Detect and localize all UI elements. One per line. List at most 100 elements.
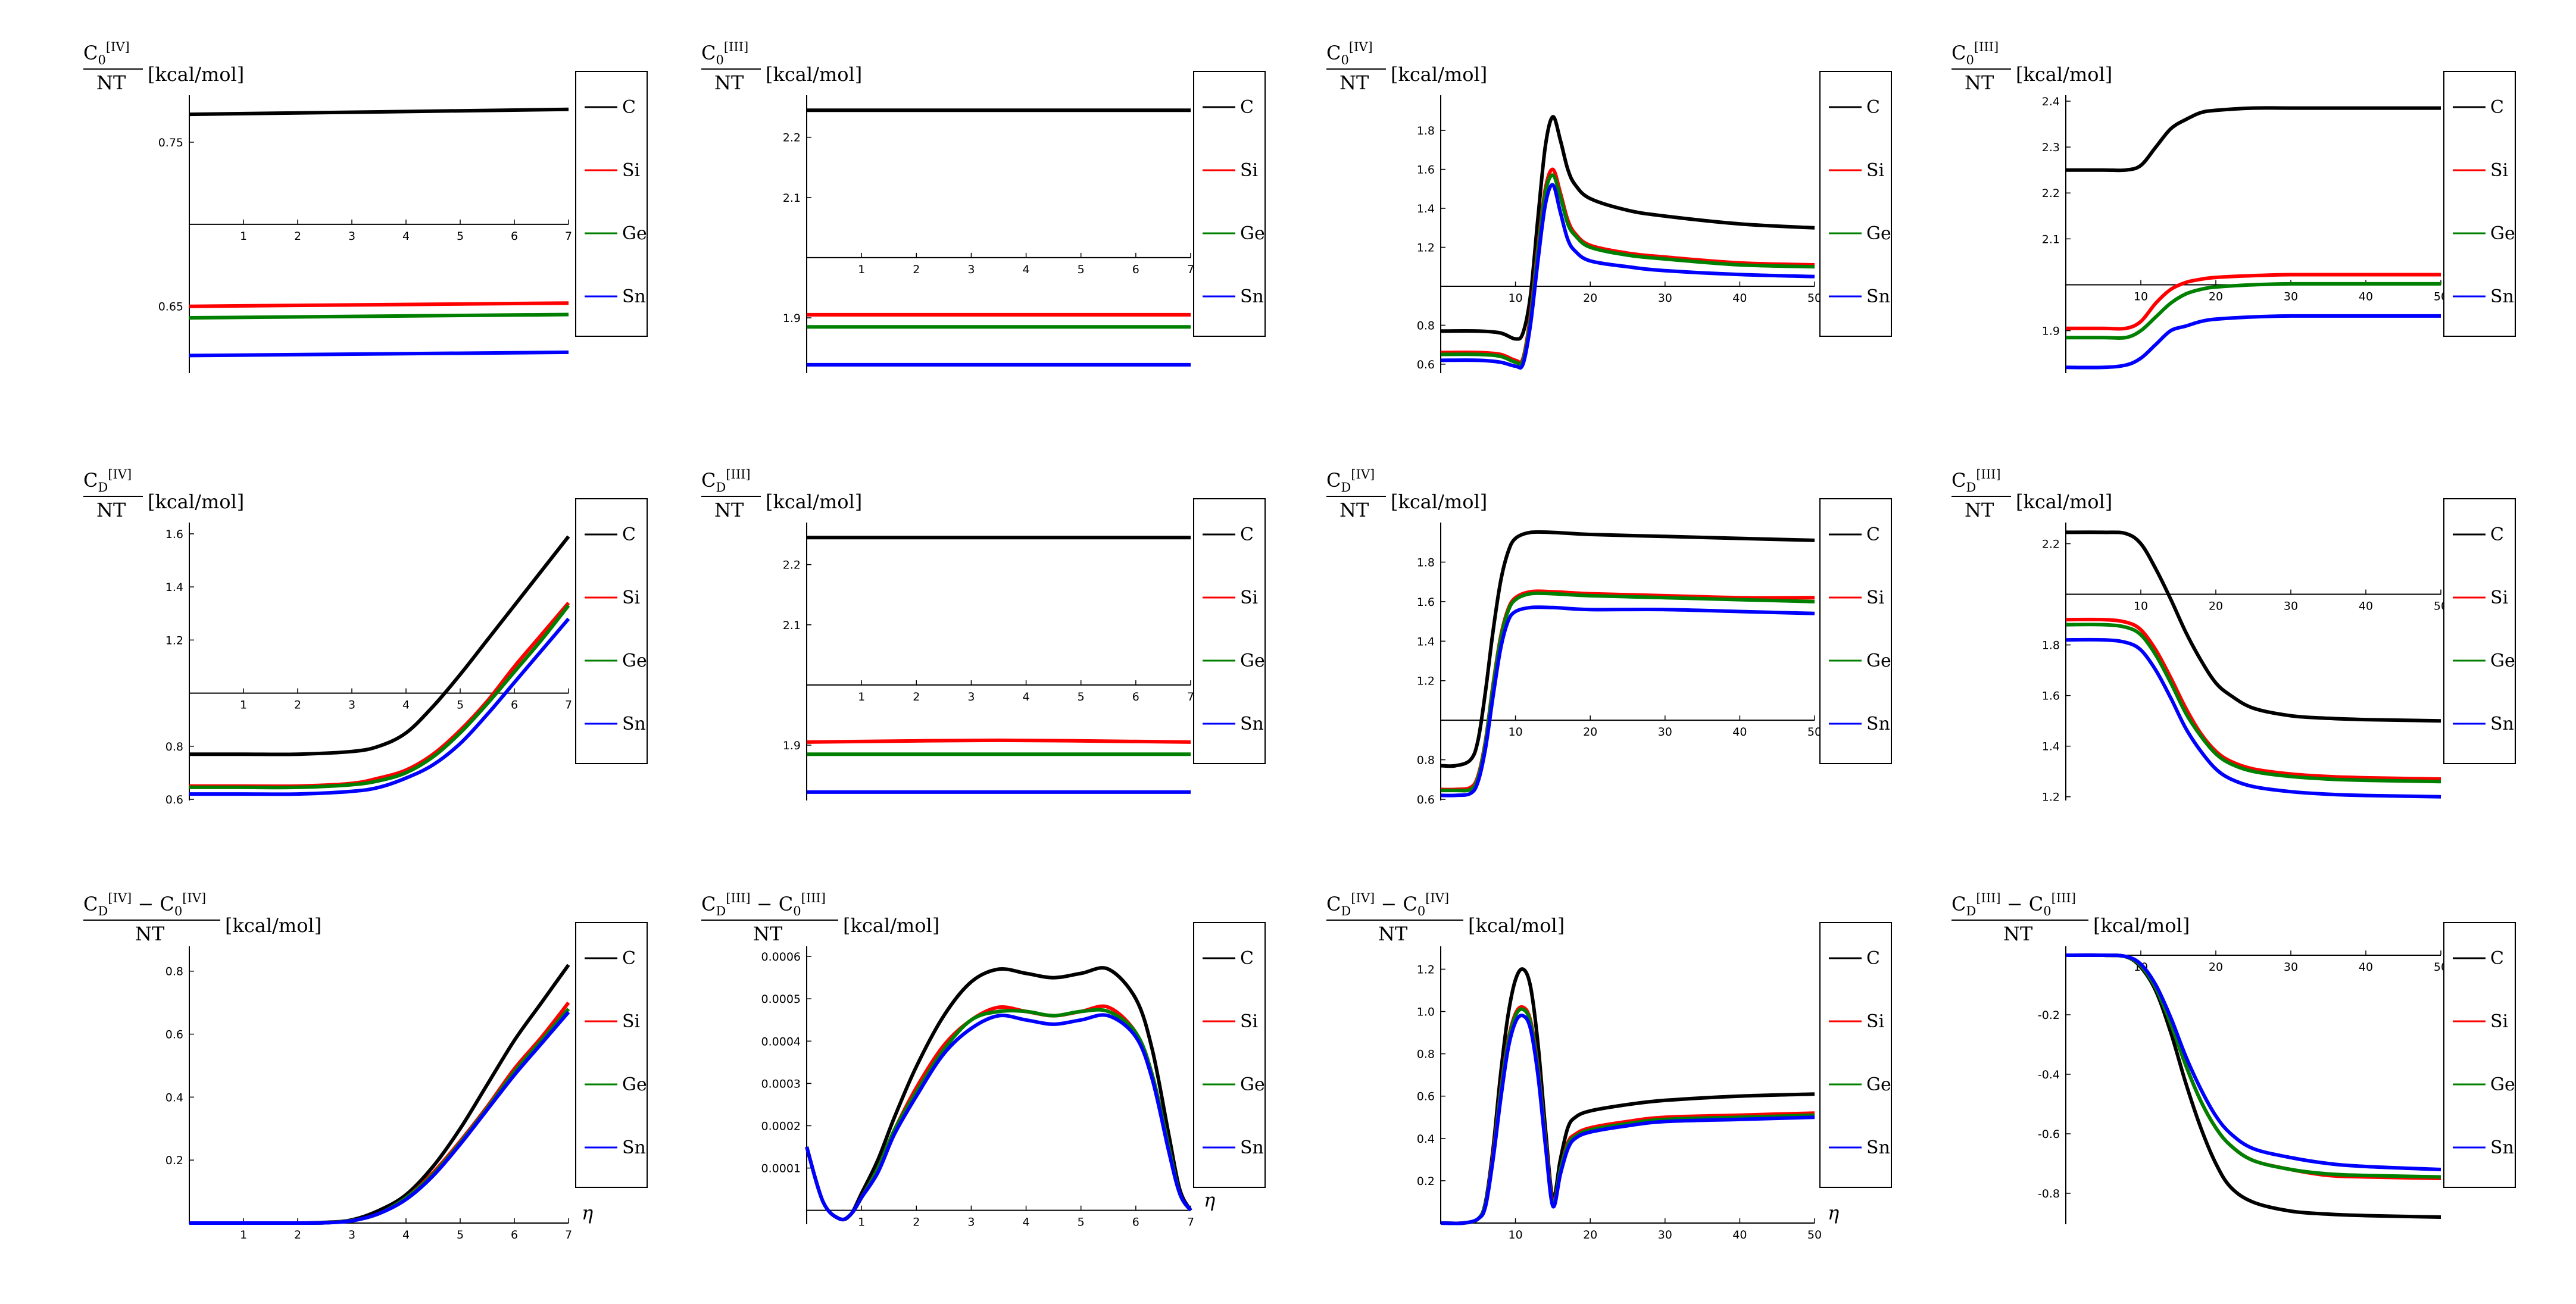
x-tick-label: 2: [913, 263, 920, 276]
x-tick-label: 20: [2209, 600, 2223, 613]
chart-9: CD[IV] − C0[IV] NT [kcal/mol] 0.2 0.4 0.6 0.8 1…: [83, 891, 648, 1242]
legend-label-si: Si: [2490, 1011, 2508, 1032]
legend-label-sn: Sn: [1240, 1137, 1264, 1158]
y-tick-label: 0.0004: [761, 1035, 801, 1048]
legend-label-si: Si: [2490, 160, 2508, 181]
svg-text:NT: NT: [135, 923, 165, 945]
y-axis-label: CD[III] NT [kcal/mol]: [701, 467, 862, 521]
x-tick-label: 3: [967, 1216, 975, 1229]
legend-box: [2443, 498, 2516, 764]
svg-text:[kcal/mol]: [kcal/mol]: [2016, 63, 2112, 86]
x-axis-label: η: [1828, 1202, 1839, 1224]
x-tick-label: 6: [1132, 263, 1139, 276]
legend-label-ge: Ge: [1240, 651, 1265, 671]
legend-label-ge: Ge: [2490, 651, 2515, 671]
legend-label-ge: Ge: [2490, 1074, 2515, 1095]
y-tick-label: 1.9: [2042, 325, 2060, 338]
legend: C Si Ge Sn: [1819, 922, 1892, 1188]
y-axis-label: CD[IV] − C0[IV] NT [kcal/mol]: [83, 891, 321, 945]
x-tick-label: 5: [1078, 690, 1085, 703]
y-axis-label: C0[IV] NT [kcal/mol]: [83, 40, 244, 94]
x-tick-label: 2: [294, 230, 301, 243]
x-tick-label: 3: [348, 1228, 355, 1242]
x-tick-label: 30: [1658, 726, 1672, 739]
svg-text:C0[III]: C0[III]: [1951, 40, 1999, 67]
x-axis-label: η: [1204, 1189, 1215, 1212]
y-tick-label: 2.2: [2042, 538, 2060, 551]
x-tick-label: 7: [565, 1228, 572, 1242]
series-line-si: [189, 301, 569, 308]
y-tick-label: 0.0003: [761, 1077, 801, 1090]
legend: C Si Ge Sn: [1193, 922, 1266, 1188]
legend-label-ge: Ge: [1240, 223, 1265, 244]
x-tick-label: 40: [2359, 600, 2373, 613]
legend-label-c: C: [1866, 97, 1880, 118]
x-tick-label: 2: [294, 699, 301, 712]
x-tick-label: 10: [1509, 726, 1523, 739]
legend-label-c: C: [622, 524, 636, 545]
svg-text:CD[IV]: CD[IV]: [83, 467, 132, 495]
y-tick-label: 2.1: [783, 192, 801, 205]
x-tick-label: 4: [1023, 1216, 1030, 1229]
series-line-si: [189, 601, 570, 789]
x-tick-label: 6: [511, 699, 518, 712]
svg-text:CD[III] − C0[III]: CD[III] − C0[III]: [1951, 891, 2076, 918]
y-tick-label: 0.4: [166, 1091, 183, 1104]
x-tick-label: 1: [858, 1216, 865, 1229]
series-line-sn: [1440, 183, 1815, 370]
series-line-ge: [2065, 953, 2441, 1179]
y-tick-label: 0.65: [158, 301, 183, 314]
svg-text:NT: NT: [1339, 499, 1369, 521]
y-tick-label: -0.2: [2038, 1009, 2060, 1022]
series-line-ge: [189, 1008, 570, 1225]
legend-label-c: C: [2490, 948, 2504, 969]
legend-box: [1193, 71, 1266, 337]
series-line-ge: [1440, 591, 1815, 793]
series-line-c: [189, 964, 570, 1225]
y-tick-label: 0.6: [1417, 793, 1435, 806]
legend: C Si Ge Sn: [575, 922, 648, 1188]
svg-text:[kcal/mol]: [kcal/mol]: [148, 490, 244, 513]
x-tick-label: 20: [1583, 726, 1597, 739]
svg-text:NT: NT: [1378, 923, 1408, 945]
svg-text:CD[III]: CD[III]: [1951, 467, 2001, 495]
y-tick-label: 0.2: [1417, 1175, 1435, 1188]
svg-text:C0[III]: C0[III]: [701, 40, 748, 67]
x-tick-label: 2: [294, 1228, 301, 1242]
series-line-sn: [1440, 605, 1815, 798]
x-tick-label: 5: [457, 1228, 464, 1242]
series-line-ge: [2065, 623, 2441, 784]
y-tick-label: 1.2: [166, 634, 183, 647]
svg-text:NT: NT: [1965, 71, 1994, 94]
x-tick-label: 4: [1023, 690, 1030, 703]
series-line-si: [189, 1001, 570, 1225]
y-tick-label: 0.4: [1417, 1133, 1435, 1146]
legend-label-sn: Sn: [1240, 714, 1264, 734]
y-tick-label: 2.1: [783, 619, 801, 632]
y-tick-label: 0.75: [158, 136, 183, 149]
series-line-sn: [2065, 637, 2441, 799]
legend-label-c: C: [1240, 97, 1254, 118]
chart-10: CD[III] − C0[III] NT [kcal/mol] 0.0001 0.000…: [701, 891, 1266, 1229]
y-tick-label: 1.6: [166, 528, 183, 541]
svg-text:CD[III]: CD[III]: [701, 467, 751, 495]
x-tick-label: 7: [565, 230, 572, 243]
y-tick-label: 1.2: [1417, 675, 1435, 688]
x-tick-label: 3: [348, 230, 355, 243]
x-tick-label: 7: [565, 699, 572, 712]
svg-text:NT: NT: [1965, 499, 1994, 521]
x-tick-label: 1: [240, 699, 247, 712]
legend-box: [1819, 922, 1892, 1188]
y-tick-label: 0.6: [166, 1028, 183, 1042]
svg-text:[kcal/mol]: [kcal/mol]: [2093, 914, 2190, 937]
series-line-ge: [189, 604, 570, 790]
chart-8: CD[III] NT [kcal/mol] 1.2 1.4 1.6 1.8 2.2 10 20 30…: [1951, 467, 2516, 804]
x-tick-label: 6: [1132, 1216, 1139, 1229]
legend-label-si: Si: [1866, 160, 1884, 181]
series-line-sn: [1440, 1014, 1815, 1225]
y-tick-label: 0.2: [166, 1154, 183, 1167]
x-tick-label: 30: [2284, 600, 2298, 613]
y-tick-label: 1.9: [783, 312, 801, 325]
legend-label-ge: Ge: [2490, 223, 2515, 244]
legend-label-sn: Sn: [1240, 286, 1264, 307]
